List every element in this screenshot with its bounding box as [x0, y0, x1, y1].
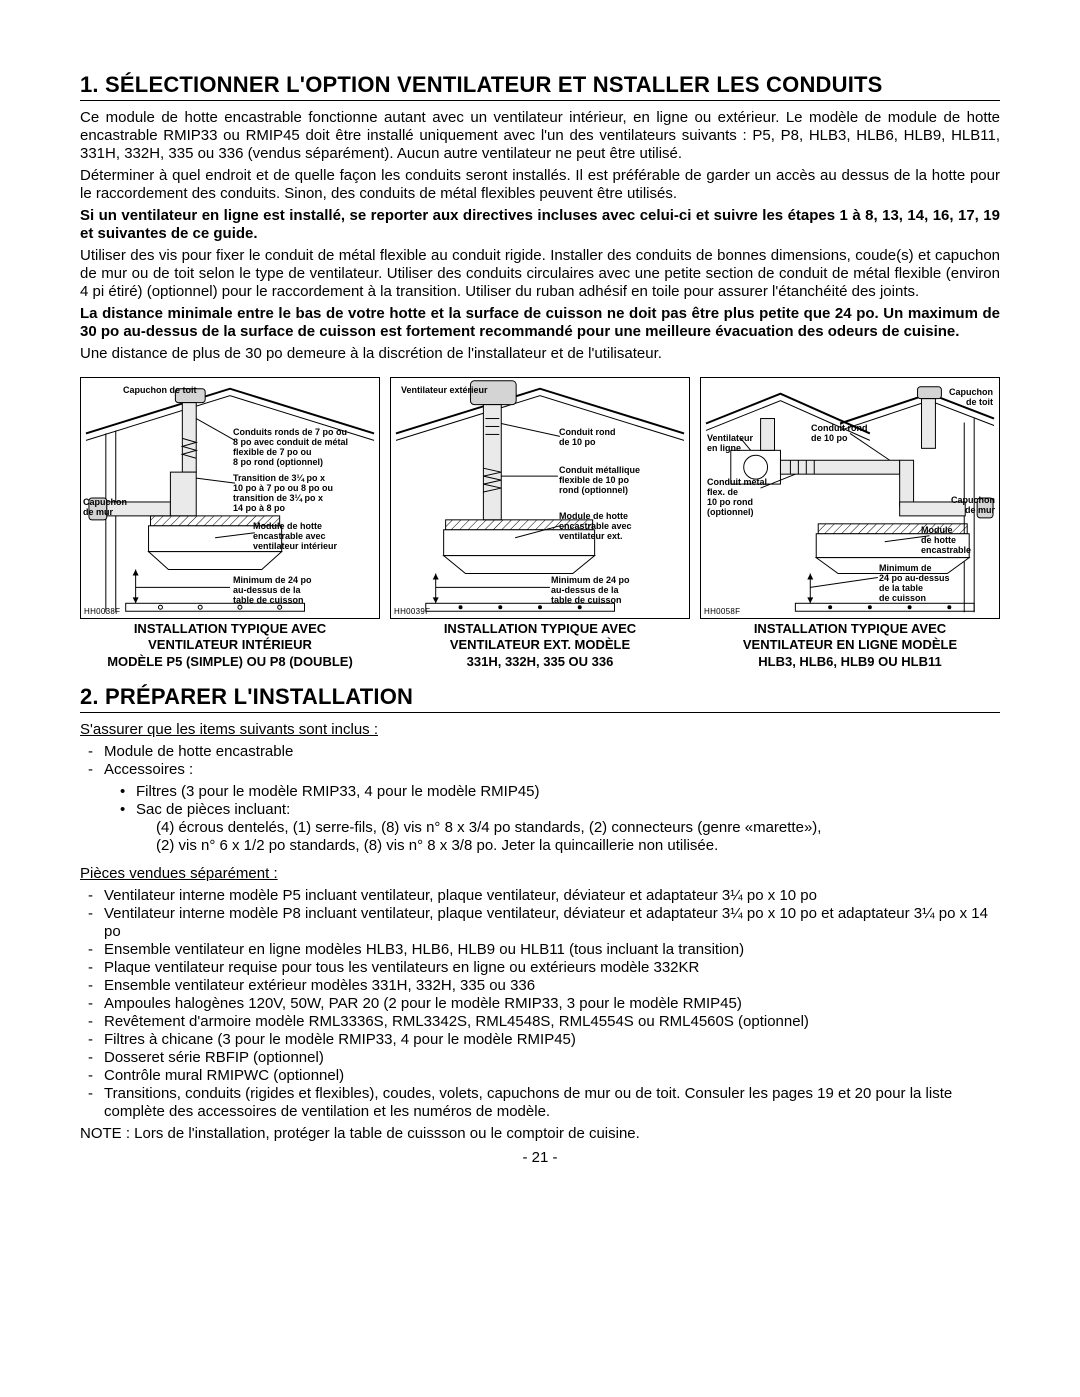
page-number: - 21 - — [80, 1149, 1000, 1166]
d1-ducts: Conduits ronds de 7 po ou8 po avec condu… — [233, 428, 373, 468]
d3-module: Modulede hotteencastrable — [921, 526, 993, 556]
sep-9: Contrôle mural RMIPWC (optionnel) — [104, 1067, 1000, 1085]
d3-flex10: Conduit métal.flex. de10 po rond(optionn… — [707, 478, 785, 518]
d1-roofcap: Capuchon de toit — [123, 386, 197, 396]
s2-note: NOTE : Lors de l'installation, protéger … — [80, 1125, 1000, 1143]
section2-rule — [80, 712, 1000, 713]
accessory-2: Sac de pièces incluant: — [136, 801, 1000, 819]
d3-duct10: Conduit rondde 10 po — [811, 424, 891, 444]
parts-line1: (4) écrous dentelés, (1) serre-fils, (8)… — [80, 819, 1000, 837]
caption-3: INSTALLATION TYPIQUE AVECVENTILATEUR EN … — [700, 621, 1000, 670]
s2-sep: Pièces vendues séparément : — [80, 865, 1000, 883]
sep-3: Plaque ventilateur requise pour tous les… — [104, 959, 1000, 977]
s1-p4: Utiliser des vis pour fixer le conduit d… — [80, 247, 1000, 301]
d3-roofcap: Capuchonde toit — [949, 388, 993, 408]
d3-code: HH0058F — [704, 607, 740, 616]
s2-intro: S'assurer que les items suivants sont in… — [80, 721, 1000, 739]
d1-wallcap: Capuchonde mur — [83, 498, 127, 518]
sold-sep-list: Ventilateur interne modèle P5 incluant v… — [80, 887, 1000, 1121]
d2-flex10: Conduit métalliqueflexible de 10 porond … — [559, 466, 679, 496]
d1-trans: Transition de 3¼ po x10 po à 7 po ou 8 p… — [233, 474, 373, 514]
d2-min: Minimum de 24 poau-dessus de latable de … — [551, 576, 671, 606]
s1-p2: Déterminer à quel endroit et de quelle f… — [80, 167, 1000, 203]
sep-8: Dosseret série RBFIP (optionnel) — [104, 1049, 1000, 1067]
sep-4: Ensemble ventilateur extérieur modèles 3… — [104, 977, 1000, 995]
sep-7: Filtres à chicane (3 pour le modèle RMIP… — [104, 1031, 1000, 1049]
diagram-1: Capuchon de toit Capuchonde mur Conduits… — [80, 377, 380, 619]
d3-min: Minimum de24 po au-dessusde la tablede c… — [879, 564, 989, 604]
s1-p1: Ce module de hotte encastrable fonctionn… — [80, 109, 1000, 163]
caption-1: INSTALLATION TYPIQUE AVECVENTILATEUR INT… — [80, 621, 380, 670]
d3-inline: Ventilateuren ligne — [707, 434, 777, 454]
accessory-1: Filtres (3 pour le modèle RMIP33, 4 pour… — [136, 783, 1000, 801]
sep-6: Revêtement d'armoire modèle RML3336S, RM… — [104, 1013, 1000, 1031]
accessory-list: Filtres (3 pour le modèle RMIP33, 4 pour… — [80, 783, 1000, 819]
included-b: Accessoires : — [104, 761, 1000, 779]
diagram-row: Capuchon de toit Capuchonde mur Conduits… — [80, 377, 1000, 619]
section2-title: 2. PRÉPARER L'INSTALLATION — [80, 684, 1000, 710]
page: 1. SÉLECTIONNER L'OPTION VENTILATEUR ET … — [0, 0, 1080, 1397]
caption-2: INSTALLATION TYPIQUE AVECVENTILATEUR EXT… — [390, 621, 690, 670]
included-a: Module de hotte encastrable — [104, 743, 1000, 761]
sep-2: Ensemble ventilateur en ligne modèles HL… — [104, 941, 1000, 959]
d2-duct10: Conduit rondde 10 po — [559, 428, 649, 448]
s1-p5: La distance minimale entre le bas de vot… — [80, 305, 1000, 341]
d2-extfan: Ventilateur extérieur — [401, 386, 521, 396]
sep-10: Transitions, conduits (rigides et flexib… — [104, 1085, 1000, 1121]
included-list: Module de hotte encastrable Accessoires … — [80, 743, 1000, 779]
s1-p6: Une distance de plus de 30 po demeure à … — [80, 345, 1000, 363]
s1-p3: Si un ventilateur en ligne est installé,… — [80, 207, 1000, 243]
d3-wallcap: Capuchonde mur — [951, 496, 995, 516]
diagram-2: Ventilateur extérieur Conduit rondde 10 … — [390, 377, 690, 619]
d1-min: Minimum de 24 poau-dessus de latable de … — [233, 576, 353, 606]
parts-line2: (2) vis n° 6 x 1/2 po standards, (8) vis… — [80, 837, 1000, 855]
caption-row: INSTALLATION TYPIQUE AVECVENTILATEUR INT… — [80, 621, 1000, 670]
d2-code: HH0039F — [394, 607, 430, 616]
section1-title: 1. SÉLECTIONNER L'OPTION VENTILATEUR ET … — [80, 72, 1000, 98]
d1-code: HH0038F — [84, 607, 120, 616]
d1-module: Module de hotteencastrable avecventilate… — [253, 522, 373, 552]
sep-1: Ventilateur interne modèle P8 incluant v… — [104, 905, 1000, 941]
d2-module: Module de hotteencastrable avecventilate… — [559, 512, 679, 542]
sep-0: Ventilateur interne modèle P5 incluant v… — [104, 887, 1000, 905]
diagram-3: Capuchonde toit Conduit rondde 10 po Ven… — [700, 377, 1000, 619]
sep-5: Ampoules halogènes 120V, 50W, PAR 20 (2 … — [104, 995, 1000, 1013]
section1-rule — [80, 100, 1000, 101]
